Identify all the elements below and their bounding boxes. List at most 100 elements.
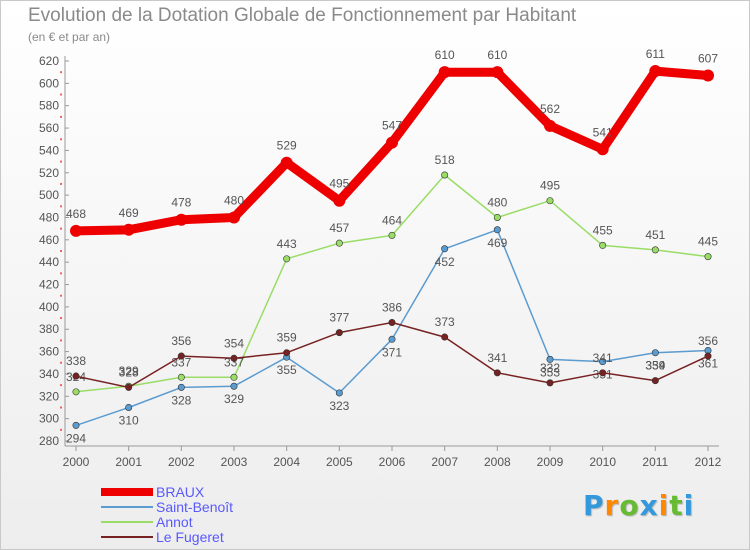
x-tick-label: 2000	[63, 455, 90, 469]
legend-item-le-fugeret: Le Fugeret	[101, 529, 351, 545]
data-point-le-fugeret	[283, 349, 291, 357]
data-label-braux: 547	[382, 119, 402, 133]
y-tick-label: 320	[39, 389, 59, 403]
data-point-le-fugeret	[125, 383, 133, 391]
data-point-braux	[228, 211, 240, 224]
logo-letter: o	[619, 489, 640, 522]
data-label-braux: 480	[224, 193, 244, 207]
data-point-saint-benoit	[230, 382, 238, 390]
data-label-saint-benoit: 361	[698, 356, 718, 370]
data-point-le-fugeret	[704, 352, 712, 360]
legend-swatch	[101, 536, 153, 538]
data-label-saint-benoit: 323	[329, 399, 349, 413]
data-point-braux	[702, 69, 714, 82]
data-label-braux: 610	[487, 48, 507, 62]
data-label-le-fugeret: 377	[329, 311, 349, 325]
data-point-le-fugeret	[493, 369, 501, 377]
data-point-le-fugeret	[651, 377, 659, 385]
legend-label: Saint-Benoît	[156, 499, 234, 515]
data-point-braux	[122, 223, 135, 236]
chart-title: Evolution de la Dotation Globale de Fonc…	[28, 5, 577, 26]
data-label-saint-benoit: 469	[487, 236, 507, 250]
data-point-annot	[230, 373, 238, 381]
data-label-annot: 445	[698, 235, 718, 249]
x-tick-label: 2008	[484, 455, 511, 469]
data-label-annot: 455	[593, 223, 613, 237]
data-label-le-fugeret: 332	[540, 361, 560, 375]
data-label-le-fugeret: 341	[487, 351, 507, 365]
x-tick-label: 2010	[589, 455, 616, 469]
data-label-braux: 469	[119, 206, 139, 220]
data-point-saint-benoit	[388, 335, 396, 343]
y-tick-label: 280	[39, 434, 59, 448]
x-tick-label: 2006	[379, 455, 406, 469]
data-label-saint-benoit: 452	[435, 255, 455, 269]
y-tick-label: 560	[39, 121, 59, 135]
data-label-le-fugeret: 334	[645, 359, 665, 373]
data-label-braux: 468	[66, 207, 86, 221]
data-label-annot: 329	[119, 364, 139, 378]
data-label-braux: 529	[277, 139, 297, 153]
data-point-le-fugeret	[388, 319, 396, 327]
y-tick-label: 620	[39, 54, 59, 68]
data-point-annot	[72, 388, 80, 396]
data-point-braux	[491, 66, 504, 79]
y-tick-label: 340	[39, 367, 59, 381]
data-label-annot: 457	[329, 221, 349, 235]
data-point-le-fugeret	[441, 333, 449, 341]
data-point-le-fugeret	[230, 354, 238, 362]
data-point-braux	[175, 213, 188, 226]
legend-label: Annot	[156, 514, 193, 530]
data-label-saint-benoit: 371	[382, 345, 402, 359]
x-tick-label: 2011	[642, 455, 668, 469]
data-point-braux	[596, 143, 609, 156]
data-label-saint-benoit: 355	[277, 363, 297, 377]
x-tick-label: 2001	[115, 455, 142, 469]
legend-item-braux: BRAUX	[101, 484, 351, 500]
x-tick-label: 2009	[537, 455, 564, 469]
data-label-annot: 451	[645, 228, 665, 242]
legend-swatch	[101, 488, 153, 496]
data-point-saint-benoit	[441, 245, 449, 253]
data-point-annot	[651, 246, 659, 254]
data-label-le-fugeret: 341	[593, 351, 613, 365]
data-label-saint-benoit: 328	[171, 393, 191, 407]
legend-label: BRAUX	[156, 484, 205, 500]
logo-letter: r	[604, 489, 620, 522]
data-label-braux: 478	[171, 196, 191, 210]
y-tick-label: 440	[39, 255, 59, 269]
data-point-saint-benoit	[72, 421, 80, 429]
logo-letter: i	[658, 489, 670, 522]
y-tick-label: 600	[39, 76, 59, 90]
x-tick-label: 2002	[168, 455, 195, 469]
data-point-annot	[599, 241, 607, 249]
data-label-le-fugeret: 359	[277, 331, 297, 345]
data-point-annot	[388, 231, 396, 239]
data-point-annot	[283, 255, 291, 263]
data-point-le-fugeret	[599, 369, 607, 377]
data-point-le-fugeret	[335, 329, 343, 337]
data-label-le-fugeret: 354	[224, 336, 244, 350]
y-tick-label: 360	[39, 345, 59, 359]
x-tick-label: 2005	[326, 455, 353, 469]
data-label-saint-benoit: 353	[540, 365, 560, 379]
data-point-saint-benoit	[546, 355, 554, 363]
legend-item-annot: Annot	[101, 514, 351, 530]
data-point-annot	[704, 253, 712, 261]
data-point-annot	[335, 239, 343, 247]
y-tick-label: 500	[39, 188, 59, 202]
data-label-annot: 495	[540, 179, 560, 193]
data-point-braux	[386, 136, 398, 149]
proxiti-logo: Proxiti	[583, 489, 694, 522]
chart-subtitle: (en € et par an)	[28, 30, 111, 44]
y-tick-label: 460	[39, 233, 59, 247]
legend-item-saint-benoit: Saint-Benoît	[101, 499, 351, 515]
data-label-le-fugeret: 356	[171, 334, 191, 348]
data-point-le-fugeret	[72, 372, 80, 380]
data-point-saint-benoit	[493, 226, 501, 234]
logo-letter: i	[683, 489, 695, 522]
logo-letter: x	[639, 489, 659, 522]
data-point-le-fugeret	[546, 379, 554, 387]
